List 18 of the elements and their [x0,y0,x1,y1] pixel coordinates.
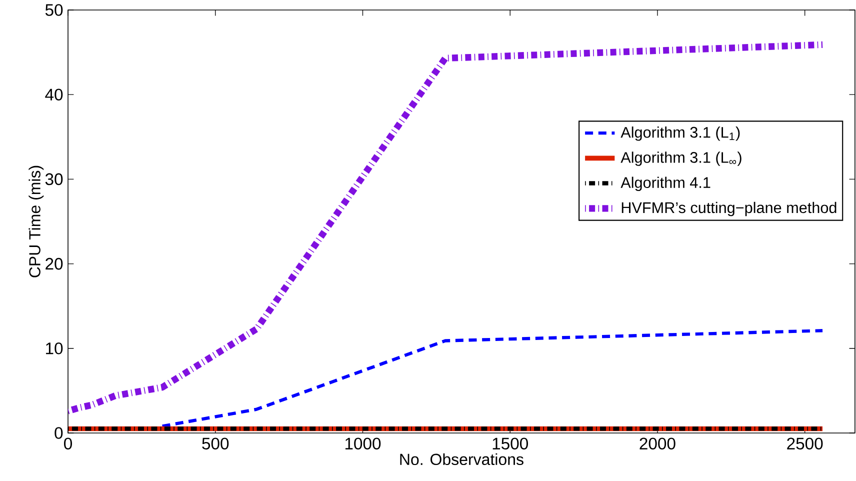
x-tick-label: 1000 [345,438,381,450]
x-tick-label: 1500 [492,438,528,450]
y-tick-label: 30 [45,173,63,186]
y-tick-label: 40 [45,88,63,100]
y-tick-label: 0 [54,427,63,439]
legend-label: Algorithm 3.1 (L$_{∞}$) [620,152,742,166]
y-tick-label: 50 [45,4,63,16]
x-tick-label: 500 [202,438,229,450]
legend-label: Algorithm 4.1 [620,176,710,192]
legend-label: Algorithm 3.1 (L$_{1}$) [620,126,740,141]
x-tick-label: 0 [64,438,72,450]
y-axis-title: CPU Time (mis) [28,166,44,278]
legend-label: HVFMR’s cutting−plane method [622,202,836,216]
x-tick-label: 2000 [640,438,676,450]
y-tick-label: 10 [46,342,63,354]
x-axis-title: No. Observations [400,453,524,466]
y-tick-label: 20 [46,258,63,270]
x-tick-label: 2500 [787,438,823,450]
